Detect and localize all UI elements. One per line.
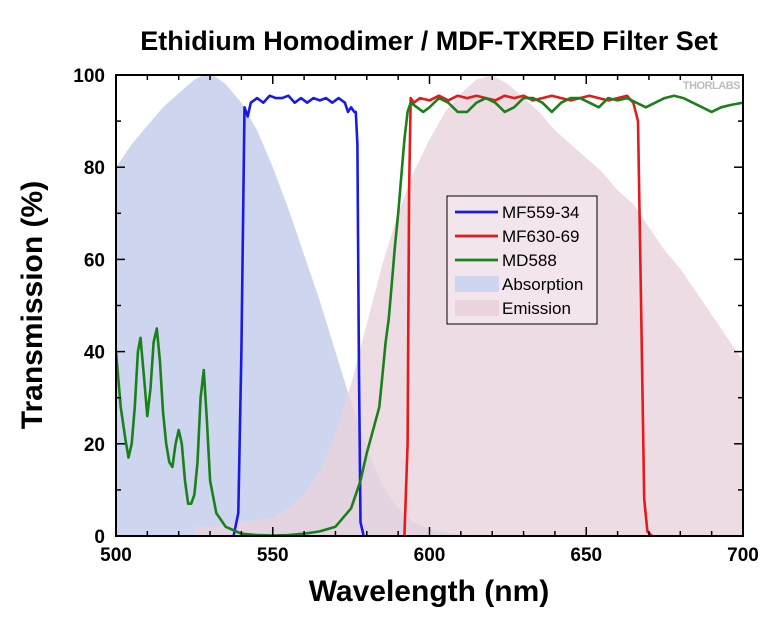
x-axis-title: Wavelength (nm)	[309, 575, 550, 608]
legend-label-mf559-34: MF559-34	[502, 203, 579, 222]
legend-swatch-emission	[455, 300, 499, 316]
legend-label-mf630-69: MF630-69	[502, 227, 579, 246]
y-tick-label: 20	[84, 435, 105, 456]
legend-swatch-absorption	[455, 276, 499, 292]
y-tick-label: 40	[84, 343, 105, 364]
y-tick-label: 80	[84, 158, 105, 179]
x-tick-label: 500	[100, 545, 132, 566]
line-layer	[116, 94, 743, 536]
y-axis-title: Transmission (%)	[16, 181, 49, 429]
watermark-logo: THORLABS	[683, 80, 740, 92]
y-tick-label: 100	[73, 66, 105, 87]
legend-label-md588: MD588	[502, 251, 557, 270]
legend: MF559-34 MF630-69 MD588 Absorption Emission	[446, 195, 598, 325]
x-tick-label: 600	[414, 545, 446, 566]
chart-title: Ethidium Homodimer / MDF-TXRED Filter Se…	[140, 26, 718, 56]
legend-label-absorption: Absorption	[502, 275, 583, 294]
line-mf559-34	[232, 94, 366, 536]
x-tick-label: 650	[570, 545, 602, 566]
area-absorption	[116, 75, 743, 536]
tick-layer: 500 550 600 650 700 0 20 40 60 80 100	[73, 66, 759, 566]
line-md588	[116, 94, 743, 536]
y-tick-label: 0	[94, 527, 105, 548]
x-tick-label: 550	[257, 545, 289, 566]
legend-label-emission: Emission	[502, 299, 571, 318]
y-tick-label: 60	[84, 250, 105, 271]
x-tick-label: 700	[727, 545, 759, 566]
